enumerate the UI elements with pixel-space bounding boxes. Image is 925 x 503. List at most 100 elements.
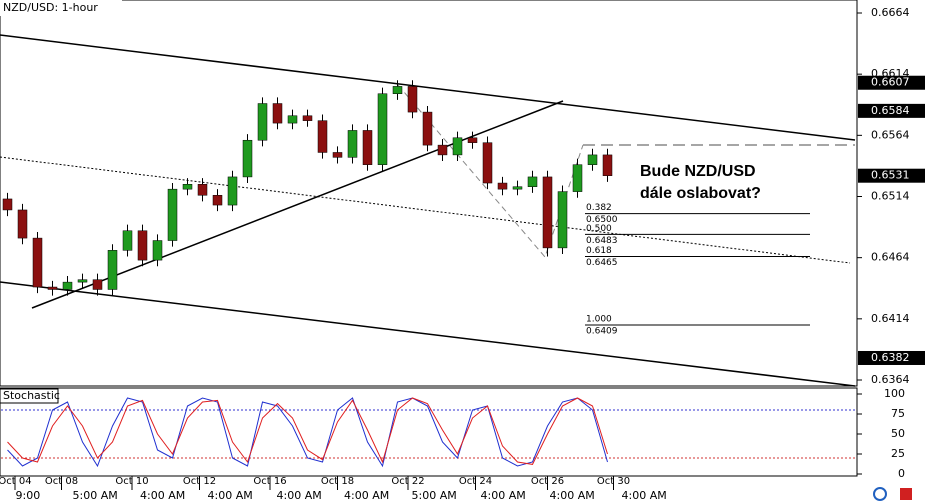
x-time-label: 4:00 AM — [550, 489, 595, 502]
stochastic-line — [7, 397, 608, 468]
candle-body — [167, 188, 178, 241]
channel-middle — [0, 156, 851, 264]
price-marker — [858, 350, 925, 365]
candle-body — [32, 237, 43, 288]
price-marker-label: 0.6607 — [871, 76, 910, 89]
stochastic-panel — [0, 387, 858, 477]
x-time-label: 4:00 AM — [622, 489, 667, 502]
price-marker-label: 0.6382 — [871, 351, 910, 364]
y-tick-label: 100 — [884, 387, 905, 400]
y-tick-label: 0.6514 — [871, 190, 910, 203]
fib-price: 0.6409 — [586, 326, 618, 336]
chart-title: NZD/USD: 1-hour — [3, 1, 98, 14]
candle-body — [572, 164, 583, 192]
channel-top — [0, 34, 856, 141]
candle-body — [287, 115, 298, 124]
candle-body — [227, 176, 238, 206]
annotation: Bude NZD/USD — [640, 163, 756, 180]
candle-body — [422, 111, 433, 146]
x-time-label: 4:00 AM — [277, 489, 322, 502]
fib-price: 0.6500 — [586, 215, 618, 225]
candle-body — [317, 120, 328, 153]
candle-body — [332, 152, 343, 158]
x-time-label: 5:00 AM — [412, 489, 457, 502]
panel-title: Stochastic — [3, 389, 60, 402]
price-marker-label: 0.6531 — [871, 169, 910, 182]
stochastic-line — [7, 397, 608, 465]
candle-body — [272, 103, 283, 124]
fib-price: 0.6483 — [586, 236, 618, 246]
candle-body — [137, 230, 148, 261]
rising-line — [31, 100, 564, 309]
candle-body — [17, 209, 28, 239]
y-tick-label: 0.6414 — [871, 312, 910, 325]
candle-body — [542, 176, 553, 249]
y-tick-label: 0.6464 — [871, 251, 910, 264]
x-tick-label: Oct 04 — [0, 476, 32, 487]
candle-body — [437, 144, 448, 156]
candle-body — [212, 195, 223, 206]
candle-body — [512, 186, 523, 190]
candle-body — [407, 86, 418, 113]
y-tick-label: 0.6564 — [871, 128, 910, 141]
candle-body — [392, 86, 403, 94]
candle-body — [77, 279, 88, 283]
x-tick-label: Oct 08 — [45, 476, 78, 487]
fib-ratio: 0.382 — [586, 203, 612, 213]
candle-body — [587, 154, 598, 165]
y-tick-label: 0.6364 — [871, 373, 910, 386]
x-tick-label: Oct 24 — [459, 476, 492, 487]
candle-body — [302, 115, 313, 121]
toolbar-icons[interactable] — [873, 487, 912, 501]
panel-title-bg — [0, 388, 59, 404]
candle-body — [47, 286, 58, 290]
fib-ratio: 0.500 — [586, 224, 612, 234]
candle-body — [497, 182, 508, 190]
main-panel — [0, 0, 858, 387]
channel-bottom — [0, 281, 856, 387]
y-tick-label: 75 — [891, 407, 905, 420]
x-tick-label: Oct 16 — [253, 476, 286, 487]
x-tick-label: Oct 12 — [183, 476, 216, 487]
price-marker — [858, 103, 925, 118]
candle-body — [2, 198, 13, 211]
x-tick-label: Oct 26 — [531, 476, 564, 487]
x-tick-label: Oct 30 — [597, 476, 630, 487]
candle-body — [362, 130, 373, 165]
candle-body — [482, 142, 493, 184]
close-icon[interactable] — [900, 488, 912, 500]
x-time-label: 4:00 AM — [344, 489, 389, 502]
abc-pattern — [397, 84, 584, 258]
price-marker — [858, 75, 925, 90]
candle-body — [347, 130, 358, 158]
link-icon[interactable] — [873, 487, 887, 501]
x-time-label: 4:00 AM — [481, 489, 526, 502]
candle-body — [152, 240, 163, 261]
candle-body — [107, 250, 118, 290]
fib-ratio: 1.000 — [586, 314, 612, 324]
candle-body — [377, 93, 388, 165]
x-time-label: 9:00 — [16, 489, 41, 502]
candle-body — [467, 137, 478, 143]
candle-body — [257, 103, 268, 141]
candle-body — [182, 184, 193, 190]
fib-price: 0.6465 — [586, 258, 618, 268]
x-time-label: 4:00 AM — [208, 489, 253, 502]
candle-body — [527, 176, 538, 187]
x-tick-label: Oct 10 — [115, 476, 148, 487]
candle-body — [197, 184, 208, 196]
candles — [2, 80, 613, 296]
trend-lines — [0, 34, 856, 387]
fib-ratio: 0.618 — [586, 246, 612, 256]
price-marker — [858, 168, 925, 183]
y-tick-label: 25 — [891, 447, 905, 460]
x-time-label: 4:00 AM — [140, 489, 185, 502]
candle-body — [557, 191, 568, 249]
y-tick-label: 50 — [891, 427, 905, 440]
candle-body — [452, 137, 463, 156]
candle-body — [602, 154, 613, 176]
x-tick-label: Oct 18 — [321, 476, 354, 487]
title-bg — [0, 0, 122, 16]
x-tick-label: Oct 22 — [391, 476, 424, 487]
